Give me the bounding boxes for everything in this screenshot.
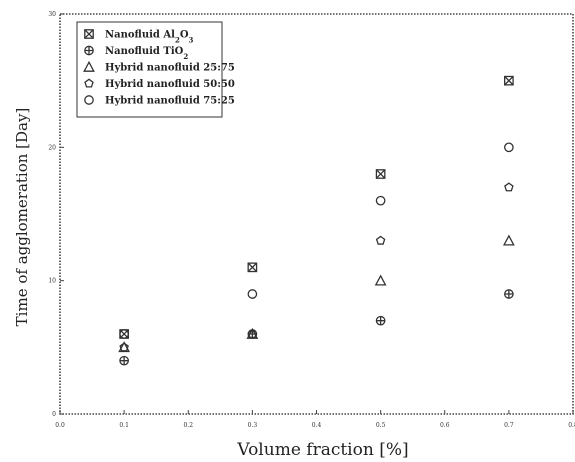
data-point-pentagon [247,328,258,339]
data-point-circle [119,329,129,339]
legend-label: Hybrid nanofluid 50:50 [105,79,235,90]
x-tick-label: 0.7 [504,422,514,429]
x-tick-label: 0.8 [568,422,575,429]
legend-marker-pentagon [84,78,94,88]
data-point-pentagon [119,342,129,352]
legend-marker-triangle [83,60,95,72]
data-point-circle-plus [375,315,386,326]
data-point-triangle [246,327,259,339]
x-tick-label: 0.0 [55,422,65,429]
legend-label: Nanofluid Al2O3 [105,30,194,45]
data-points [118,75,515,366]
legend-label: Hybrid nanofluid 25:75 [105,63,235,74]
data-point-square-x [247,262,258,273]
y-tick-label: 30 [48,11,56,18]
x-tick-label: 0.5 [376,422,386,429]
data-point-square-x [504,75,514,86]
data-point-circle-plus [504,289,514,299]
data-point-circle [247,289,258,299]
legend-marker-circle [84,95,94,105]
plot-frame [59,13,574,415]
data-point-circle [375,195,386,206]
data-point-pentagon [375,235,386,245]
data-point-square-x [375,169,386,179]
legend-label: Nanofluid TiO2 [105,46,188,61]
axis-ticks [59,13,574,415]
y-axis-title: Time of agglomeration [Day] [13,108,31,327]
legend-marker-circle-plus [84,45,94,56]
plot-border [59,13,574,415]
y-tick-label: 20 [48,144,56,151]
data-point-triangle [502,234,515,246]
legend-box [76,21,223,118]
y-tick-label: 0 [52,411,56,418]
legend-marker-square-x [84,29,94,39]
x-tick-label: 0.2 [183,422,193,429]
x-tick-label: 0.3 [248,422,258,429]
data-point-triangle [374,274,387,286]
data-point-circle [504,142,514,153]
tick-labels: 0.0 0.1 0.2 0.3 0.4 0.5 0.6 0.7 0.8 0 10 20 30 [48,11,575,429]
y-tick-label: 10 [48,278,56,285]
x-axis-title: Volume fraction [%] [236,440,408,460]
x-tick-label: 0.4 [312,422,322,429]
data-point-pentagon [504,182,514,192]
legend-label: Hybrid nanofluid 75:25 [105,96,235,107]
x-tick-label: 0.1 [119,422,129,429]
x-tick-label: 0.6 [440,422,450,429]
data-point-circle-plus [119,355,129,366]
data-point-triangle [118,341,131,353]
